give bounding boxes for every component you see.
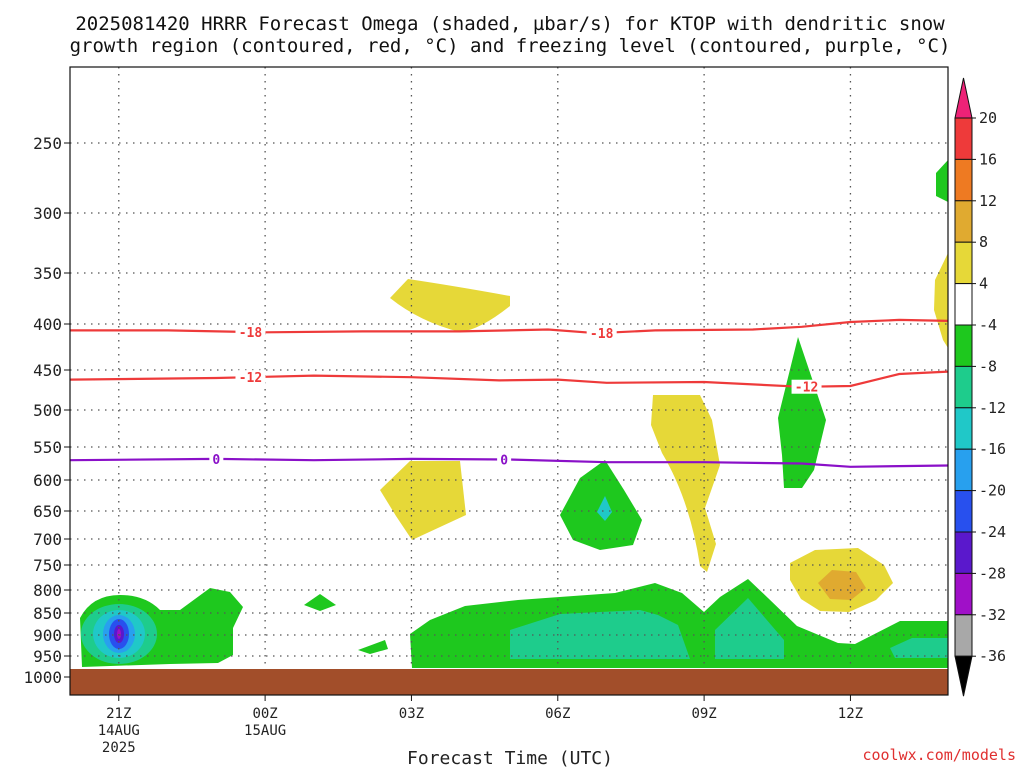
plot-frame (69, 66, 949, 696)
colorbar-label: -20 (979, 482, 1006, 500)
omega-negative-area (936, 160, 948, 202)
colorbar-swatch (954, 448, 973, 492)
contour-line (69, 370, 949, 388)
y-tick-label: 600 (33, 471, 62, 490)
omega-negative-area (778, 337, 826, 488)
grid-lines (70, 67, 948, 669)
x-tick-label: 06Z (545, 706, 570, 722)
contour-label: -12 (795, 381, 818, 396)
colorbar-label: -28 (979, 564, 1006, 582)
colorbar-swatch (954, 572, 973, 616)
contour-label: -18 (239, 326, 263, 341)
colorbar-swatch (954, 324, 973, 367)
colorbar-arrow-top (954, 77, 973, 119)
colorbar-arrow-bottom (954, 655, 973, 697)
y-tick-label: 500 (33, 401, 62, 420)
colorbar-swatch (954, 241, 973, 285)
x-tick-date-label: 15AUG (244, 723, 286, 739)
credit-text: coolwx.com/models (862, 746, 1016, 764)
contour-line (70, 318, 949, 335)
chart-title-line1: 2025081420 HRRR Forecast Omega (shaded, … (75, 13, 945, 35)
contour-label: -18 (590, 327, 614, 342)
contour-label-background (209, 451, 224, 466)
omega-positive-area (380, 461, 466, 540)
colorbar-label: -8 (979, 357, 997, 375)
chart-title-line2: growth region (contoured, red, °C) and f… (70, 35, 951, 57)
contour-label-background (235, 325, 266, 340)
contour-label: 0 (212, 453, 220, 468)
colorbar: 20 16 12 8 4 -4 -8 -12 -16 -20 -24 -28 -32 -36 (954, 77, 1006, 697)
omega-negative-area (890, 638, 948, 658)
contour-label-background (497, 452, 512, 467)
colorbar-swatch (954, 490, 973, 533)
colorbar-swatch (954, 200, 973, 243)
contour-lines: -18 -18 -12 -12 0 0 (69, 318, 949, 469)
y-tick-label: 650 (33, 502, 62, 521)
omega-positive-area (934, 253, 948, 348)
colorbar-label: -24 (979, 523, 1006, 541)
colorbar-label: -4 (979, 316, 997, 334)
colorbar-swatch (954, 283, 973, 326)
omega-positive-area (651, 395, 720, 572)
colorbar-swatch (954, 117, 973, 160)
contour-label-background (586, 325, 617, 340)
colorbar-label: 4 (979, 275, 988, 293)
contour-line (69, 457, 949, 468)
omega-negative-area (715, 598, 784, 659)
contour-label-background (791, 379, 822, 394)
colorbar-label: -16 (979, 440, 1006, 458)
colorbar-swatch (954, 407, 973, 450)
y-tick-label: 300 (33, 204, 62, 223)
y-tick-label: 250 (33, 134, 62, 153)
colorbar-swatch (954, 158, 973, 202)
y-tick-label: 1000 (23, 668, 62, 687)
colorbar-label: 20 (979, 109, 997, 127)
omega-shading (80, 160, 948, 668)
y-tick-label: 550 (33, 438, 62, 457)
y-tick-label: 350 (33, 264, 62, 283)
y-tick-label: 750 (33, 556, 62, 575)
contour-label-background (235, 370, 266, 385)
omega-negative-area (304, 594, 336, 611)
y-tick-label: 850 (33, 604, 62, 623)
y-tick-label: 450 (33, 361, 62, 380)
contour-label: -12 (239, 371, 262, 386)
x-tick-label: 00Z (252, 706, 277, 722)
colorbar-swatch (954, 365, 973, 409)
colorbar-label: -32 (979, 606, 1006, 624)
colorbar-label: 12 (979, 192, 997, 210)
colorbar-label: -12 (979, 399, 1006, 417)
omega-negative-area (510, 610, 690, 659)
contour-label: 0 (500, 454, 508, 469)
x-tick-label: 12Z (838, 706, 863, 722)
y-tick-label: 800 (33, 581, 62, 600)
y-tick-label: 700 (33, 530, 62, 549)
y-tick-label: 950 (33, 647, 62, 666)
x-tick-label: 03Z (399, 706, 424, 722)
x-tick-label: 21Z (106, 706, 131, 722)
y-tick-label: 900 (33, 626, 62, 645)
colorbar-swatch (954, 531, 973, 574)
colorbar-swatch (954, 614, 973, 657)
colorbar-label: 16 (979, 150, 997, 168)
omega-positive-area (390, 279, 510, 332)
x-tick-year-label: 2025 (102, 740, 136, 756)
x-axis-title: Forecast Time (UTC) (407, 748, 613, 768)
x-tick-label: 09Z (691, 706, 716, 722)
colorbar-label: -36 (979, 647, 1006, 665)
y-axis: 250 300 350 400 450 500 550 600 650 700 750 800 850 9… (23, 134, 70, 687)
omega-negative-area (358, 640, 388, 654)
y-tick-label: 400 (33, 315, 62, 334)
omega-positive-area (818, 570, 866, 600)
x-tick-date-label: 14AUG (98, 723, 140, 739)
ground-below-surface (70, 669, 948, 695)
colorbar-label: 8 (979, 233, 988, 251)
omega-negative-area (597, 496, 612, 521)
